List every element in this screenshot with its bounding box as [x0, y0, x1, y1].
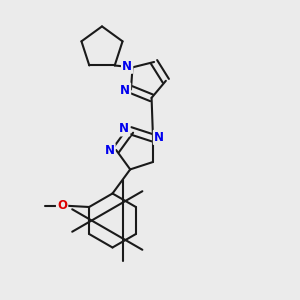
- Text: N: N: [104, 144, 115, 157]
- Text: N: N: [154, 131, 164, 144]
- Text: N: N: [122, 60, 132, 73]
- Text: O: O: [57, 199, 67, 212]
- Text: N: N: [119, 122, 129, 135]
- Text: N: N: [120, 84, 130, 97]
